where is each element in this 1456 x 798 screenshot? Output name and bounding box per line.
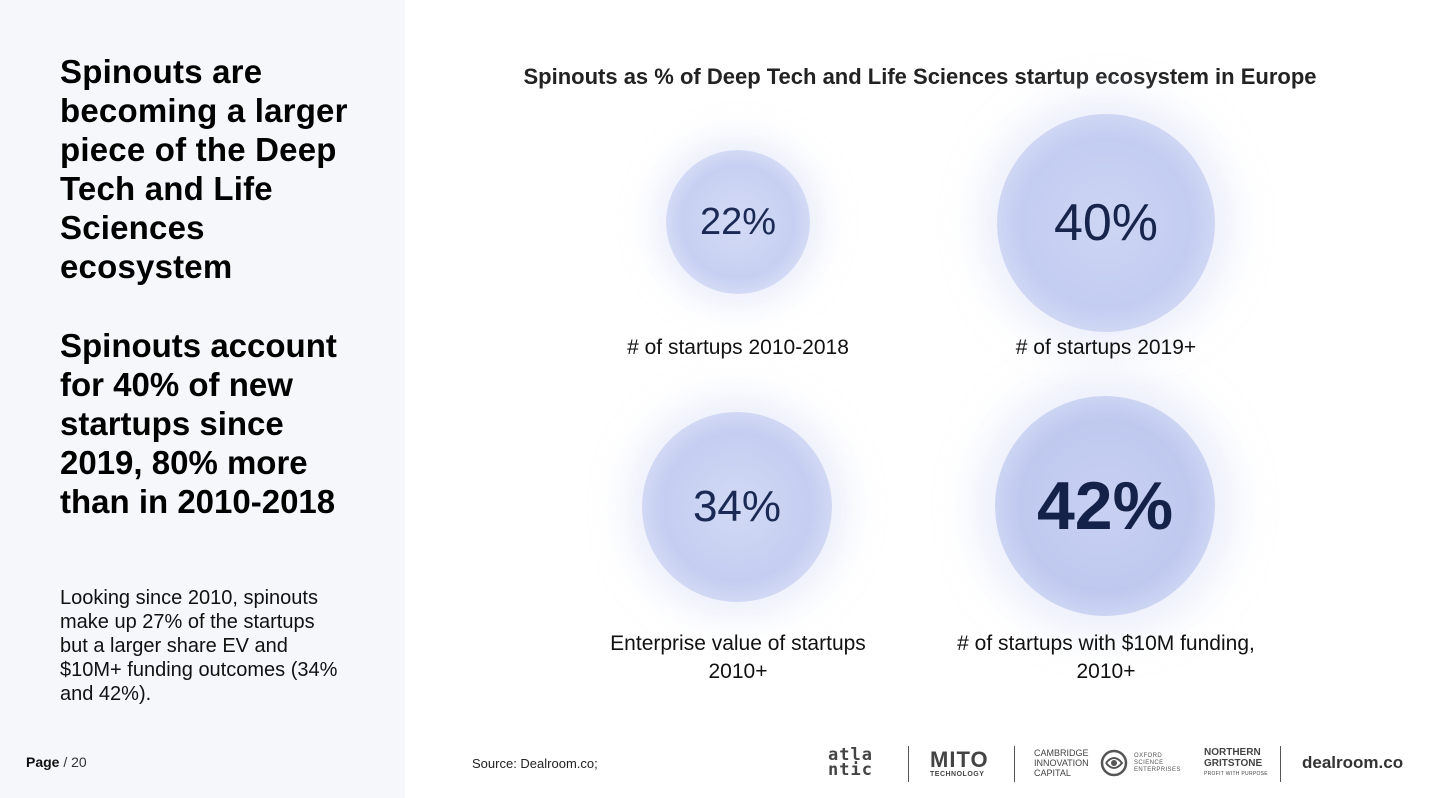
page-number: / 20 <box>63 754 87 770</box>
atlantic-logo-line: atla <box>828 745 873 765</box>
cambridge-logo-line: CAPITAL <box>1034 768 1071 778</box>
atlantic-logo-line: ntic <box>828 760 873 780</box>
bubble-startups-2019-plus: 40% <box>997 114 1215 332</box>
northern-logo-tagline: PROFIT WITH PURPOSE <box>1204 770 1268 777</box>
bubble-caption: # of startups with $10M funding, 2010+ <box>957 632 1255 683</box>
mito-mark: MITO <box>930 746 989 772</box>
northern-gritstone-logo: NORTHERN GRITSTONE PROFIT WITH PURPOSE <box>1204 740 1268 786</box>
left-panel: Spinouts are becoming a larger piece of … <box>0 0 405 798</box>
bubble-enterprise-value: 34% <box>642 412 832 602</box>
page-indicator: Page / 20 <box>26 754 87 770</box>
bubble-caption: Enterprise value of startups 2010+ <box>610 632 866 683</box>
cambridge-logo-line: INNOVATION <box>1034 758 1089 768</box>
oxford-logo-text: OXFORD SCIENCE ENTERPRISES <box>1134 753 1181 774</box>
northern-logo-line: GRITSTONE <box>1204 757 1263 769</box>
headline: Spinouts are becoming a larger piece of … <box>60 53 348 285</box>
cambridge-logo-line: CAMBRIDGE <box>1034 748 1089 758</box>
oxford-logo-line: SCIENCE <box>1134 759 1164 766</box>
bubble-value: 40% <box>1053 194 1159 252</box>
northern-logo-line: NORTHERN <box>1204 746 1261 758</box>
bubble-caption: # of startups 2010-2018 <box>627 336 849 359</box>
bubble-startups-2010-2018: 22% <box>666 150 810 294</box>
source-note: Source: Dealroom.co; <box>472 756 598 771</box>
bubble-value: 42% <box>1036 468 1174 544</box>
logo-divider <box>1014 746 1015 782</box>
bubble-value: 34% <box>692 482 782 531</box>
cambridge-innovation-capital-logo: CAMBRIDGE INNOVATION CAPITAL <box>1034 740 1094 786</box>
mito-sub: TECHNOLOGY <box>930 770 985 778</box>
oxford-swirl-icon <box>1100 749 1128 777</box>
chart-title: Spinouts as % of Deep Tech and Life Scie… <box>523 64 1317 89</box>
logo-divider <box>1280 746 1281 782</box>
page-label: Page <box>26 754 60 770</box>
bubble-value: 22% <box>699 200 777 243</box>
logo-divider <box>908 746 909 782</box>
oxford-logo-line: OXFORD <box>1134 752 1163 759</box>
mito-logo: MITO TECHNOLOGY <box>930 740 1000 786</box>
partner-logos: atla ntic MITO TECHNOLOGY CAMBRIDGE INNO… <box>826 740 1426 786</box>
subheadline: Spinouts account for 40% of new startups… <box>60 327 337 520</box>
oxford-science-enterprises-logo: OXFORD SCIENCE ENTERPRISES <box>1100 740 1192 786</box>
body-text: Looking since 2010, spinouts make up 27%… <box>60 587 338 705</box>
bubble-startups-10m-funding: 42% <box>995 396 1215 616</box>
oxford-logo-line: ENTERPRISES <box>1134 766 1181 773</box>
atlantic-logo: atla ntic <box>828 740 892 786</box>
bubble-caption: # of startups 2019+ <box>1015 336 1197 359</box>
dealroom-logo: dealroom.co <box>1302 753 1404 772</box>
